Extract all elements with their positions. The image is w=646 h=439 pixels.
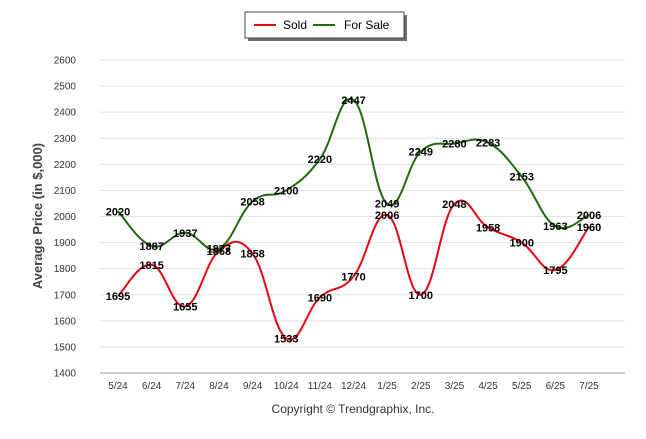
- data-labels: 2020 1887 1937 1877 2058 2100 2220 2447 2049 2249…: [106, 95, 601, 345]
- x-tick-label: 6/24: [142, 381, 162, 392]
- data-label-sold: 1958: [476, 222, 500, 234]
- data-label-for-sale: 2100: [274, 185, 298, 197]
- data-label-sold: 1690: [308, 292, 332, 304]
- copyright-credit: Copyright © Trendgraphix, Inc.: [272, 402, 435, 416]
- x-tick-label: 10/24: [274, 381, 299, 392]
- y-tick-label: 2000: [54, 212, 77, 223]
- data-label-sold: 1655: [173, 301, 197, 313]
- x-tick-label: 8/24: [209, 381, 229, 392]
- x-tick-label: 7/24: [176, 381, 196, 392]
- y-tick-label: 1500: [54, 342, 77, 353]
- x-tick-label: 12/24: [341, 381, 366, 392]
- series-line-sold: [117, 199, 590, 341]
- x-tick-label: 2/25: [411, 381, 431, 392]
- data-label-for-sale: 2280: [442, 138, 466, 150]
- data-label-for-sale: 2058: [240, 196, 264, 208]
- x-tick-label: 7/25: [579, 381, 599, 392]
- data-label-for-sale: 2220: [308, 154, 332, 166]
- series-layer: [117, 97, 590, 341]
- legend: Sold For Sale: [244, 11, 407, 41]
- y-tick-label: 2400: [54, 108, 77, 119]
- x-tick-label: 4/25: [478, 381, 498, 392]
- axes: 1400 1500 1600 1700 1800 1900 2000 2100 2200 2300…: [54, 56, 599, 393]
- y-tick-label: 1900: [54, 238, 77, 249]
- x-tick-label: 11/24: [308, 381, 333, 392]
- data-label-sold: 1900: [509, 238, 533, 250]
- grid: [100, 59, 625, 374]
- data-label-for-sale: 1963: [543, 221, 567, 233]
- legend-label-sold: Sold: [283, 18, 307, 32]
- x-tick-label: 5/25: [512, 381, 532, 392]
- y-tick-label: 2500: [54, 82, 77, 93]
- y-tick-label: 1800: [54, 264, 77, 275]
- data-label-for-sale: 2006: [577, 210, 601, 222]
- data-label-sold: 1695: [106, 291, 130, 303]
- series-line-for-sale: [117, 97, 590, 251]
- data-label-for-sale: 1887: [139, 241, 163, 253]
- data-label-for-sale: 2020: [106, 206, 130, 218]
- y-tick-label: 1600: [54, 316, 77, 327]
- data-label-sold: 1858: [240, 249, 264, 261]
- y-tick-label: 2300: [54, 134, 77, 145]
- data-label-sold: 1533: [274, 333, 298, 345]
- legend-label-for-sale: For Sale: [344, 18, 390, 32]
- data-label-sold: 1795: [543, 265, 567, 277]
- y-tick-label: 2200: [54, 160, 77, 171]
- y-axis-label: Average Price (in $,000): [30, 143, 45, 289]
- data-label-for-sale: 2447: [341, 95, 365, 107]
- data-label-sold: 1815: [139, 260, 163, 272]
- y-tick-label: 1700: [54, 290, 77, 301]
- data-label-for-sale: 1937: [173, 228, 197, 240]
- data-label-for-sale: 2249: [409, 147, 433, 159]
- data-label-sold: 2048: [442, 199, 466, 211]
- data-label-sold: 2006: [375, 210, 399, 222]
- data-label-sold: 1960: [577, 222, 601, 234]
- x-tick-label: 1/25: [377, 381, 397, 392]
- data-label-for-sale: 2283: [476, 138, 500, 150]
- y-tick-label: 2600: [54, 56, 77, 67]
- data-label-sold: 1770: [341, 271, 365, 283]
- data-label-sold: 1700: [409, 290, 433, 302]
- data-label-for-sale: 1877: [207, 244, 231, 256]
- x-tick-label: 6/25: [546, 381, 566, 392]
- x-tick-label: 9/24: [243, 381, 263, 392]
- x-tick-label: 5/24: [108, 381, 128, 392]
- data-label-for-sale: 2153: [509, 172, 533, 184]
- x-tick-label: 3/25: [445, 381, 465, 392]
- y-tick-label: 2100: [54, 186, 77, 197]
- data-label-for-sale: 2049: [375, 199, 399, 211]
- y-tick-label: 1400: [54, 369, 77, 380]
- data-label-sold: 1868: [207, 246, 231, 258]
